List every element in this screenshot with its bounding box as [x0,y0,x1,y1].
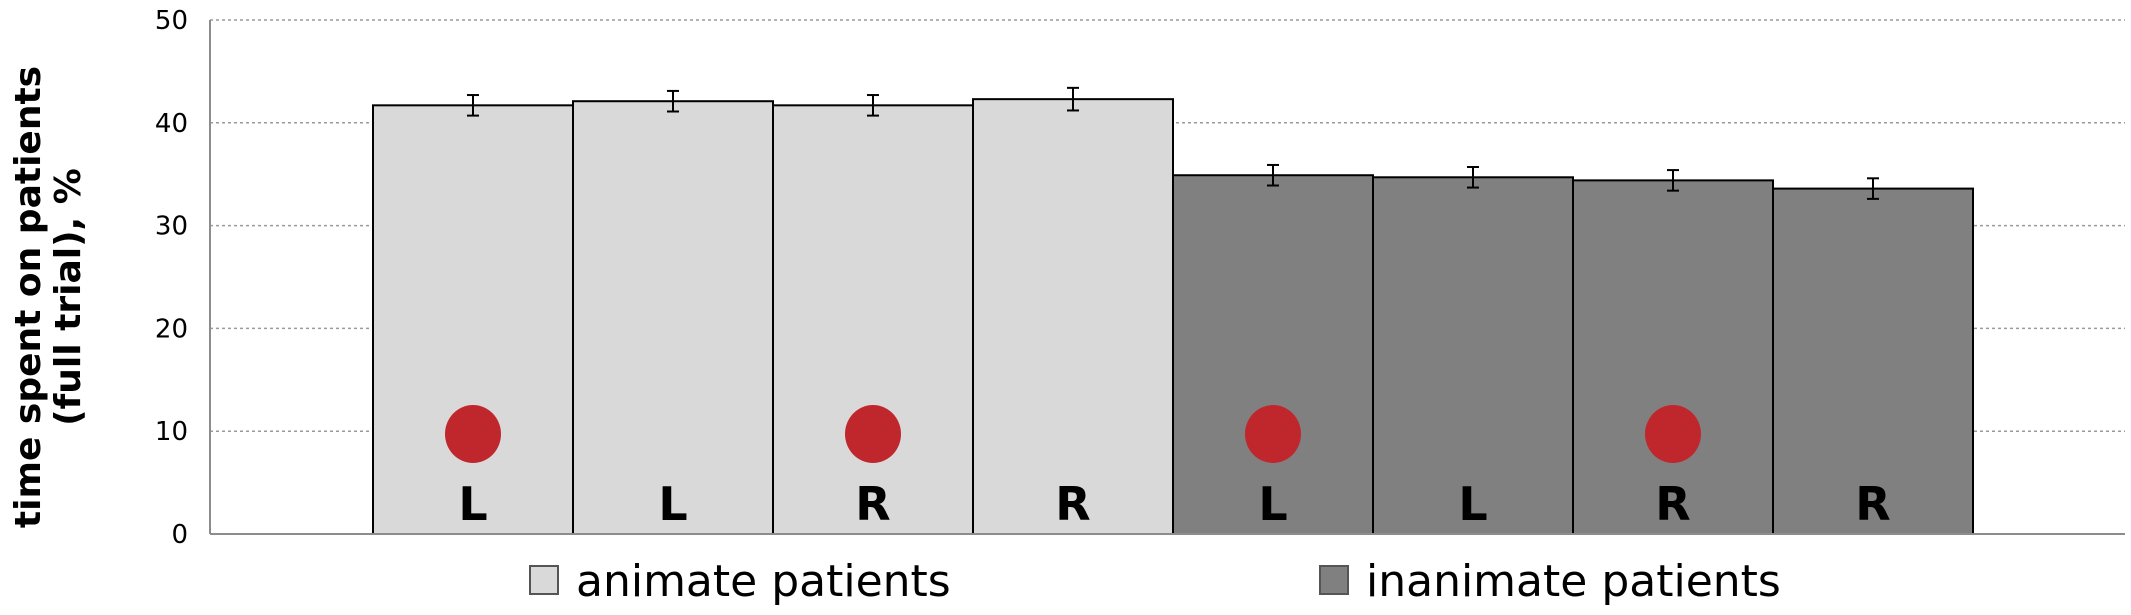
y-axis-label-line-1: time spent on patients [8,66,49,528]
legend-swatch-animate [529,565,559,595]
y-tick-label: 30 [155,212,188,242]
y-tick-label: 20 [155,314,188,344]
legend-label-inanimate: inanimate patients [1366,556,1781,607]
legend: animate patients inanimate patients [529,556,1781,607]
y-tick-label: 50 [155,6,188,36]
red-dot-marker [845,405,901,463]
bar [1572,179,1774,535]
y-tick-label: 10 [155,417,188,447]
red-dot-marker [1645,405,1701,463]
bar-label: R [1855,477,1890,531]
bar [972,98,1174,535]
y-tick-label: 0 [171,520,188,550]
bar-label: L [1458,477,1487,531]
bar-label: R [1655,477,1690,531]
bar-label: L [1258,477,1287,531]
bar [772,104,974,535]
bar-label: L [658,477,687,531]
bar [1172,174,1374,535]
bar [572,100,774,535]
bar [1772,187,1974,535]
bar-label: R [855,477,890,531]
legend-swatch-inanimate [1319,565,1349,595]
y-axis-label-line-2: (full trial), % [48,168,89,426]
bar [372,104,574,535]
legend-label-animate: animate patients [576,556,951,607]
bar-label: R [1055,477,1090,531]
red-dot-marker [445,405,501,463]
y-tick-labels: 0 10 20 30 40 50 [155,6,188,550]
red-dot-marker [1245,405,1301,463]
y-tick-label: 40 [155,109,188,139]
bar-label: L [458,477,487,531]
